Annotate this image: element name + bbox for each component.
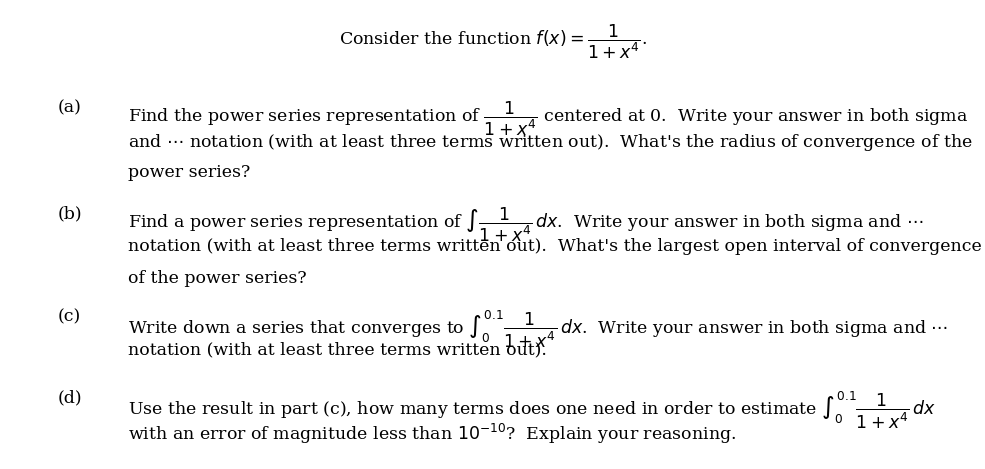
Text: (a): (a) [57, 99, 82, 116]
Text: Consider the function $f(x) = \dfrac{1}{1+x^4}$.: Consider the function $f(x) = \dfrac{1}{… [339, 23, 646, 61]
Text: Find a power series representation of $\int \dfrac{1}{1+x^4}\, dx$.  Write your : Find a power series representation of $\… [128, 205, 924, 244]
Text: Find the power series representation of $\dfrac{1}{1+x^4}$ centered at 0.  Write: Find the power series representation of … [128, 99, 968, 138]
Text: Use the result in part (c), how many terms does one need in order to estimate $\: Use the result in part (c), how many ter… [128, 390, 937, 431]
Text: (b): (b) [57, 205, 82, 222]
Text: (c): (c) [57, 309, 81, 326]
Text: notation (with at least three terms written out).  What's the largest open inter: notation (with at least three terms writ… [128, 238, 982, 255]
Text: and $\cdots$ notation (with at least three terms written out).  What's the radiu: and $\cdots$ notation (with at least thr… [128, 132, 973, 153]
Text: Write down a series that converges to $\int_0^{0.1} \dfrac{1}{1+x^4}\, dx$.  Wri: Write down a series that converges to $\… [128, 309, 949, 350]
Text: of the power series?: of the power series? [128, 270, 307, 287]
Text: power series?: power series? [128, 164, 251, 181]
Text: with an error of magnitude less than $10^{-10}$?  Explain your reasoning.: with an error of magnitude less than $10… [128, 422, 737, 446]
Text: notation (with at least three terms written out).: notation (with at least three terms writ… [128, 341, 548, 358]
Text: (d): (d) [57, 390, 82, 407]
